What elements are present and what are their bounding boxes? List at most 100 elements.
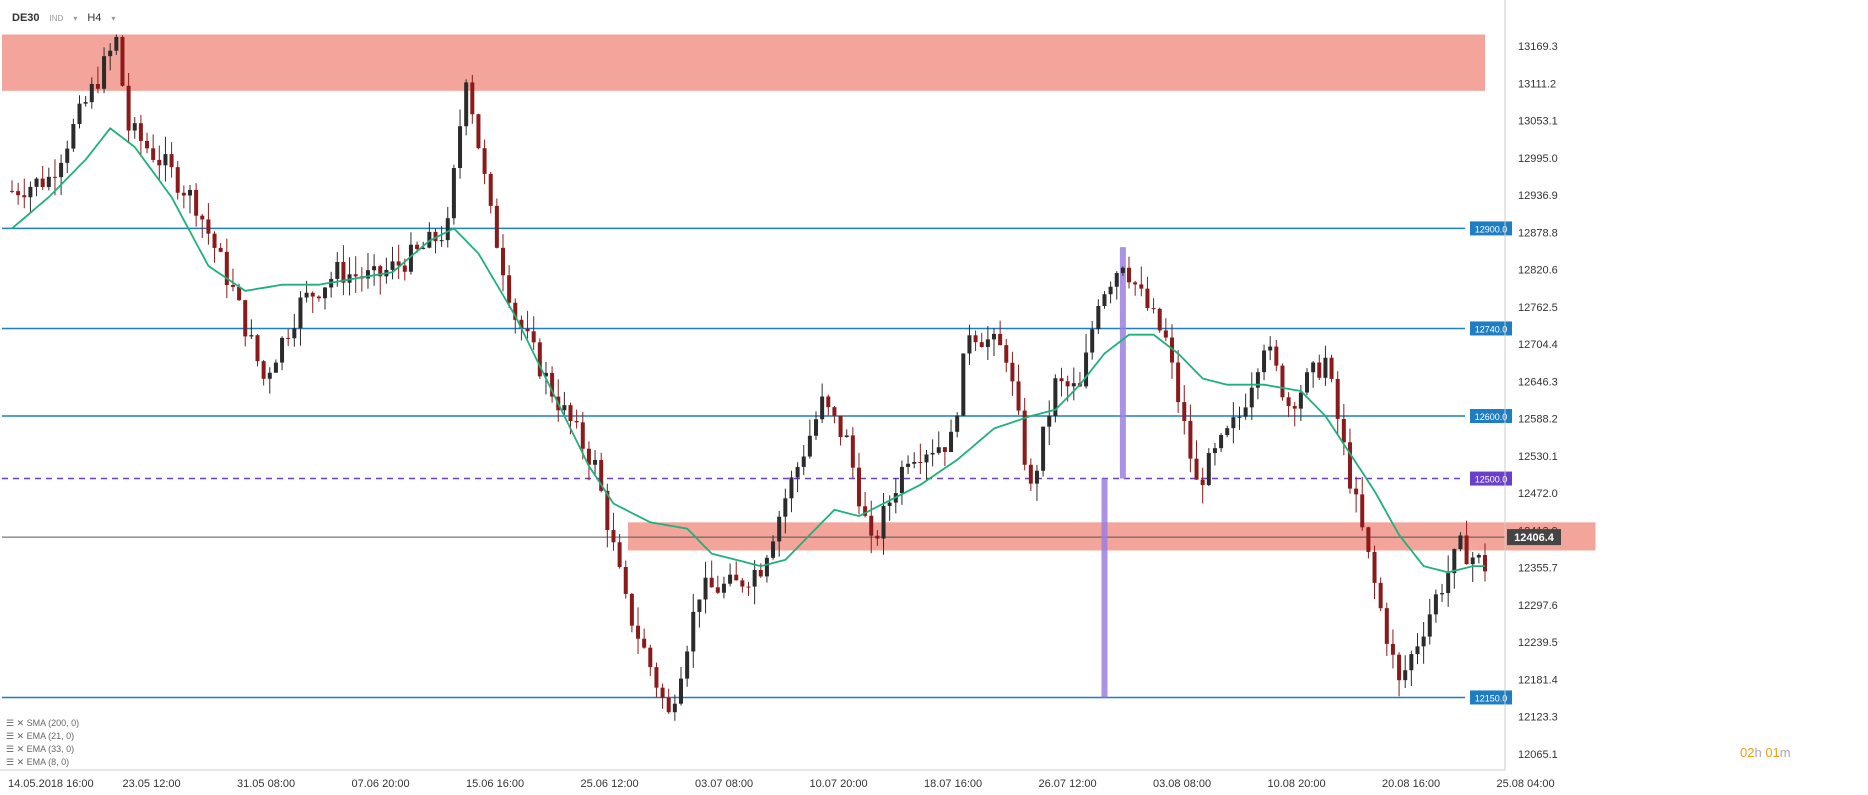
- candle-body: [820, 396, 825, 420]
- candle-body: [95, 83, 100, 89]
- candle-body: [537, 342, 542, 377]
- candle-body: [1397, 654, 1402, 681]
- candle-body: [1231, 417, 1236, 429]
- candle-body: [52, 176, 57, 178]
- indicator-ema-33[interactable]: ☰ ✕ EMA (33, 0): [6, 744, 75, 754]
- candle-body: [1151, 308, 1156, 310]
- x-tick-label: 26.07 12:00: [1039, 778, 1097, 790]
- candle-body: [1041, 426, 1046, 471]
- candle-body: [16, 191, 21, 196]
- x-tick-label: 10.08 20:00: [1268, 778, 1326, 790]
- candle-body: [28, 186, 33, 198]
- current-price-label: 12406.4: [1514, 532, 1555, 544]
- candle-body: [427, 231, 432, 248]
- chevron-down-icon[interactable]: ▾: [73, 13, 78, 23]
- level-label-bg: [1470, 321, 1512, 336]
- candle-body: [1409, 654, 1414, 671]
- candle-body: [1133, 282, 1138, 285]
- candle-body: [1102, 294, 1107, 306]
- candle-body: [832, 407, 837, 416]
- candle-body: [464, 82, 469, 127]
- candle-body: [740, 580, 745, 587]
- candle-body: [586, 448, 591, 465]
- candle-body: [46, 176, 51, 188]
- candle-body: [562, 405, 567, 411]
- x-tick-label: 23.05 12:00: [123, 778, 181, 790]
- candle-body: [163, 154, 168, 166]
- candle-body: [1016, 381, 1021, 411]
- x-tick-label: 07.06 20:00: [352, 778, 410, 790]
- candle-body: [1427, 614, 1432, 637]
- candle-body: [1034, 470, 1039, 484]
- y-tick-label: 12181.4: [1518, 674, 1558, 686]
- indicator-ema-21[interactable]: ☰ ✕ EMA (21, 0): [6, 731, 75, 741]
- y-tick-label: 13111.2: [1518, 78, 1556, 90]
- candle-body: [1163, 330, 1168, 338]
- indicator-ema-8[interactable]: ☰ ✕ EMA (8, 0): [6, 757, 70, 767]
- candle-body: [1200, 479, 1205, 486]
- y-tick-label: 12704.4: [1518, 339, 1558, 351]
- candle-body: [949, 431, 954, 452]
- candle-body: [316, 296, 321, 299]
- candle-body: [1225, 428, 1230, 436]
- candle-body: [65, 148, 70, 163]
- candle-body: [998, 333, 1003, 346]
- chevron-down-icon[interactable]: ▾: [111, 13, 116, 23]
- y-tick-label: 12646.3: [1518, 376, 1558, 388]
- candle-body: [1255, 372, 1260, 388]
- candle-body: [881, 505, 886, 539]
- candle-body: [709, 577, 714, 588]
- candle-body: [482, 148, 487, 174]
- candle-body: [1237, 416, 1242, 418]
- y-tick-label: 12878.8: [1518, 227, 1558, 239]
- candle-body: [445, 218, 450, 241]
- candle-body: [341, 262, 346, 283]
- candle-body: [1139, 284, 1144, 289]
- candle-body: [169, 154, 174, 168]
- bar-countdown: 02h 01m: [1740, 745, 1791, 760]
- candle-body: [1446, 573, 1451, 594]
- candle-body: [979, 342, 984, 347]
- candle-body: [1243, 407, 1248, 417]
- y-tick-label: 13169.3: [1518, 41, 1558, 53]
- candle-body: [261, 361, 266, 379]
- candle-body: [1053, 378, 1058, 416]
- candle-body: [1268, 346, 1273, 351]
- candle-body: [513, 302, 518, 320]
- indicator-sma[interactable]: ☰ ✕ SMA (200, 0): [6, 718, 80, 728]
- candle-body: [157, 159, 162, 166]
- candle-body: [83, 102, 88, 104]
- candle-body: [347, 274, 352, 283]
- x-tick-label: 25.06 12:00: [581, 778, 639, 790]
- candle-body: [771, 541, 776, 558]
- y-tick-label: 12239.5: [1518, 637, 1558, 649]
- candle-body: [323, 287, 328, 299]
- candle-body: [568, 405, 573, 422]
- candle-body: [415, 244, 420, 249]
- candle-body: [715, 587, 720, 593]
- candle-body: [1120, 267, 1125, 274]
- candle-body: [243, 300, 248, 337]
- candle-body: [1212, 448, 1217, 454]
- candle-body: [1169, 337, 1174, 363]
- candle-body: [1452, 549, 1457, 574]
- x-tick-label: 31.05 08:00: [237, 778, 295, 790]
- candle-body: [181, 192, 186, 196]
- symbol-label[interactable]: DE30: [12, 12, 40, 24]
- candle-body: [967, 335, 972, 354]
- candle-body: [1354, 488, 1359, 495]
- candle-body: [151, 148, 156, 160]
- candle-body: [777, 516, 782, 542]
- candle-body: [685, 651, 690, 679]
- candle-body: [924, 454, 929, 463]
- candle-body: [488, 173, 493, 206]
- vertical-marker: [1119, 247, 1126, 479]
- candle-body: [869, 515, 874, 536]
- candle-body: [1188, 420, 1193, 459]
- candle-body: [942, 447, 947, 452]
- candle-body: [1415, 646, 1420, 655]
- candle-body: [77, 103, 82, 125]
- candle-body: [1108, 286, 1113, 295]
- timeframe-label[interactable]: H4: [87, 12, 102, 24]
